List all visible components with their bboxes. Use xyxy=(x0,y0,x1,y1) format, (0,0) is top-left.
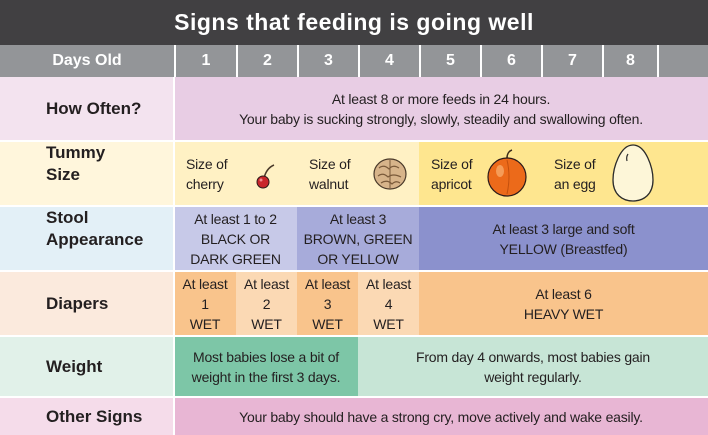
diapers-rest-line-2: HEAVY WET xyxy=(523,305,604,322)
diapers-d1-line-2: 1 xyxy=(201,295,209,312)
tummy-egg-cell: Size of an egg xyxy=(542,142,708,205)
diapers-d4-line-3: WET xyxy=(373,315,404,332)
diapers-d1-line-1: At least xyxy=(182,275,228,292)
stool-c3-line-1: At least 3 large and soft xyxy=(492,220,635,237)
column-divider xyxy=(173,77,175,435)
other-signs-label: Other Signs xyxy=(0,398,174,435)
stool-days-3-4-cell: At least 3 BROWN, GREEN OR YELLOW xyxy=(297,207,419,270)
tummy-walnut-cell: Size of walnut xyxy=(297,142,419,205)
tummy-cherry-cell: Size of cherry xyxy=(174,142,297,205)
other-signs-cell: Your baby should have a strong cry, move… xyxy=(174,398,708,435)
cherry-line-2: cherry xyxy=(186,175,224,192)
diapers-d2-line-1: At least xyxy=(243,275,290,292)
diapers-d3-line-2: 3 xyxy=(323,295,332,312)
egg-icon xyxy=(612,144,654,202)
day-2-header: 2 xyxy=(236,45,297,77)
stool-label: Stool Appearance xyxy=(0,207,174,270)
diapers-rest-line-1: At least 6 xyxy=(535,285,592,302)
diapers-day-1-cell: At least 1 WET xyxy=(174,272,236,335)
cherry-icon xyxy=(256,164,275,189)
day-7-header: 7 xyxy=(541,45,602,77)
day-1-header: 1 xyxy=(174,45,236,77)
how-often-label: How Often? xyxy=(0,77,174,140)
diapers-day-2-cell: At least 2 WET xyxy=(236,272,297,335)
apricot-line-1: Size of xyxy=(431,155,473,172)
diapers-d1-line-3: WET xyxy=(189,315,221,332)
row-divider xyxy=(0,140,708,142)
how-often-line-1: At least 8 or more feeds in 24 hours. xyxy=(331,90,551,107)
diapers-d2-line-2: 2 xyxy=(262,295,271,312)
day-6-header: 6 xyxy=(480,45,541,77)
weight-days-4-8-cell: From day 4 onwards, most babies gain wei… xyxy=(358,337,708,396)
diapers-d3-line-3: WET xyxy=(312,315,343,332)
weight-c2-line-1: From day 4 onwards, most babies gain xyxy=(415,348,651,365)
cherry-line-1: Size of xyxy=(186,155,228,172)
apricot-icon xyxy=(487,149,527,197)
row-divider xyxy=(0,335,708,337)
stool-c2-line-1: At least 3 xyxy=(329,210,387,227)
row-divider xyxy=(0,396,708,398)
weight-label: Weight xyxy=(0,337,174,396)
diapers-d2-line-3: WET xyxy=(251,315,282,332)
weight-c1-line-1: Most babies lose a bit of xyxy=(193,348,339,365)
diapers-label: Diapers xyxy=(0,272,174,335)
diapers-day-3-cell: At least 3 WET xyxy=(297,272,358,335)
day-5-header: 5 xyxy=(419,45,480,77)
day-3-header: 3 xyxy=(297,45,358,77)
weight-days-1-3-cell: Most babies lose a bit of weight in the … xyxy=(174,337,358,396)
egg-line-2: an egg xyxy=(554,175,596,192)
tummy-label-line-1: Tummy xyxy=(46,143,106,162)
stool-days-5-8-cell: At least 3 large and soft YELLOW (Breast… xyxy=(419,207,708,270)
stool-label-line-1: Stool xyxy=(46,208,89,227)
stool-c3-line-2: YELLOW (Breastfed) xyxy=(499,240,628,257)
days-old-header: Days Old xyxy=(0,45,174,77)
weight-c2-line-2: weight regularly. xyxy=(484,368,582,385)
diapers-d3-line-1: At least xyxy=(304,275,351,292)
day-8-header: 8 xyxy=(602,45,657,77)
walnut-line-2: walnut xyxy=(309,175,349,192)
weight-c1-line-2: weight in the first 3 days. xyxy=(191,368,341,385)
stool-c2-line-2: BROWN, GREEN xyxy=(303,230,413,247)
stool-c1-line-3: DARK GREEN xyxy=(190,250,281,267)
tummy-label-line-2: Size xyxy=(46,165,81,184)
diapers-day-4-cell: At least 4 WET xyxy=(358,272,419,335)
tummy-size-label: Tummy Size xyxy=(0,142,174,205)
stool-c1-line-2: BLACK OR xyxy=(200,230,271,247)
how-often-cell: At least 8 or more feeds in 24 hours. Yo… xyxy=(174,77,708,140)
row-divider xyxy=(0,270,708,272)
walnut-icon xyxy=(373,158,407,190)
diapers-days-5-8-cell: At least 6 HEAVY WET xyxy=(419,272,708,335)
egg-line-1: Size of xyxy=(554,155,596,172)
tummy-apricot-cell: Size of apricot xyxy=(419,142,542,205)
apricot-line-2: apricot xyxy=(431,175,472,192)
stool-days-1-2-cell: At least 1 to 2 BLACK OR DARK GREEN xyxy=(174,207,297,270)
diapers-d4-line-1: At least xyxy=(365,275,412,292)
stool-c1-line-1: At least 1 to 2 xyxy=(194,210,277,227)
stool-label-line-2: Appearance xyxy=(46,230,144,249)
day-4-header: 4 xyxy=(358,45,419,77)
header-spacer xyxy=(657,45,708,77)
row-divider xyxy=(0,205,708,207)
stool-c2-line-3: OR YELLOW xyxy=(317,250,399,267)
how-often-line-2: Your baby is sucking strongly, slowly, s… xyxy=(239,110,643,127)
chart-title: Signs that feeding is going well xyxy=(0,0,708,45)
walnut-line-1: Size of xyxy=(309,155,351,172)
diapers-d4-line-2: 4 xyxy=(384,295,393,312)
